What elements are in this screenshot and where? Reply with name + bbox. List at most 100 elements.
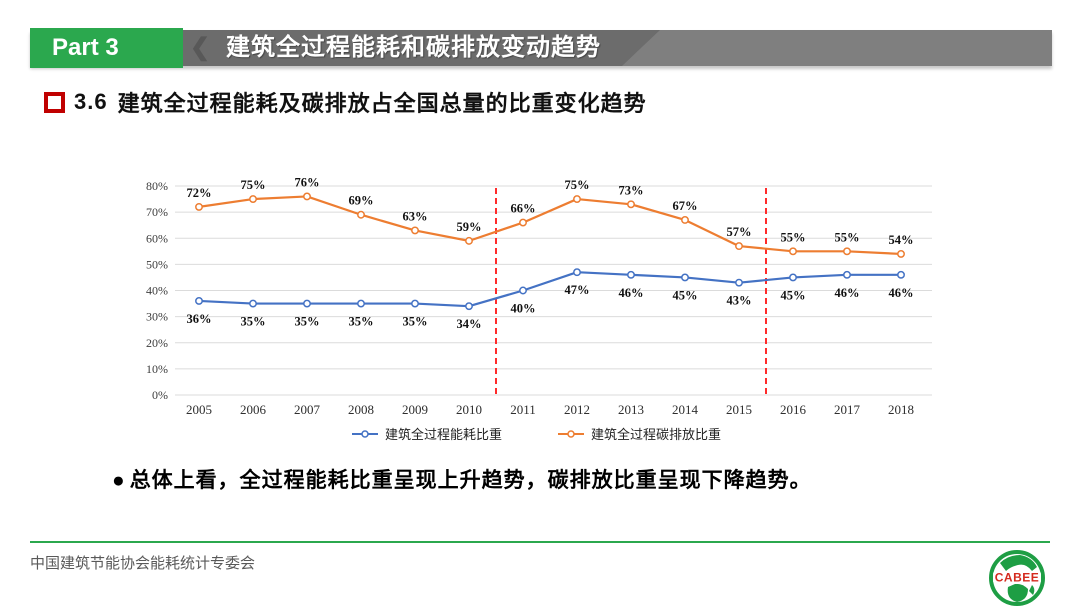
footer-divider (30, 541, 1050, 543)
x-tick-label: 2017 (834, 402, 861, 417)
series-0-marker (789, 273, 797, 282)
series-1-line (198, 195, 902, 256)
series-0-marker (411, 299, 419, 308)
series-0-data-label: 46% (619, 286, 644, 300)
series-0-data-label: 36% (187, 312, 212, 326)
series-1-data-label: 59% (457, 220, 482, 234)
series-1-data-label: 73% (619, 183, 644, 197)
series-0-marker (195, 297, 203, 305)
series-0-data-label: 35% (403, 315, 428, 329)
series-1-marker (735, 242, 743, 251)
chevron-left-icon: ❮ (190, 34, 211, 61)
series-0-data-label: 35% (241, 315, 266, 329)
header-bar: ❮ 建筑全过程能耗和碳排放变动趋势 Part 3 (30, 28, 1052, 68)
cabee-logo: CABEE (989, 550, 1045, 606)
legend-marker (567, 430, 575, 438)
series-1-data-label: 55% (835, 230, 860, 244)
series-1-data-label: 75% (241, 178, 266, 192)
series-0-marker (303, 299, 311, 308)
series-0-marker (519, 286, 527, 295)
x-tick-label: 2014 (672, 402, 699, 417)
series-0-marker (843, 270, 851, 279)
series-1-marker (465, 236, 473, 245)
series-0-data-label: 34% (457, 317, 482, 331)
series-1-marker (789, 247, 797, 256)
series-0-marker (249, 299, 257, 308)
series-1-data-label: 54% (889, 233, 914, 247)
y-tick-label: 40% (146, 284, 168, 298)
series-1-data-label: 66% (511, 202, 536, 216)
header-title: 建筑全过程能耗和碳排放变动趋势 (226, 34, 601, 61)
x-tick-label: 2007 (294, 402, 321, 417)
x-tick-label: 2016 (780, 402, 807, 417)
series-1-data-label: 67% (673, 199, 698, 213)
series-1-marker (519, 218, 527, 227)
series-0-marker (897, 270, 905, 279)
series-1-data-label: 69% (349, 194, 374, 208)
series-0-data-label: 47% (565, 283, 590, 297)
x-tick-label: 2018 (888, 402, 914, 417)
line-chart: 0%10%20%30%40%50%60%70%80%2005 2006 2007 20… (146, 175, 932, 442)
legend-label: 建筑全过程碳排放比重 (591, 427, 721, 442)
series-0-data-label: 40% (511, 302, 536, 316)
series-0-line (198, 271, 901, 308)
y-gridlines (175, 185, 932, 396)
x-tick-labels: 2005 2006 2007 2008 2009 2010 2011 2012 2013 2014… (186, 402, 914, 417)
header-accent-band (180, 30, 660, 66)
summary-line: ● 总体上看，全过程能耗比重呈现上升趋势，碳排放比重呈现下降趋势。 (112, 464, 812, 494)
series-0-data-label: 45% (781, 288, 806, 302)
x-tick-label: 2008 (348, 402, 374, 417)
globe-continent-small (1029, 585, 1035, 595)
y-tick-labels: 0% 10% 20% 30% 40% 50% 60% 70% 80% (146, 179, 168, 402)
y-tick-label: 70% (146, 205, 168, 219)
legend: 建筑全过程能耗比重 建筑全过程碳排放比重 (352, 427, 721, 442)
series-1-marker (897, 249, 905, 258)
y-tick-label: 10% (146, 362, 168, 376)
y-tick-label: 50% (146, 257, 168, 271)
divider-lines (495, 188, 767, 395)
series-1-marker (411, 226, 419, 235)
series-1-marker (357, 210, 365, 219)
legend-label: 建筑全过程能耗比重 (385, 427, 502, 442)
series-1-marker (843, 247, 851, 256)
footer-organization: 中国建筑节能协会能耗统计专委会 (30, 555, 256, 572)
series-1-marker (195, 202, 203, 211)
series-1-data-label: 57% (727, 225, 752, 239)
y-tick-label: 60% (146, 231, 168, 245)
series-0-marker (681, 273, 689, 282)
logo-text: CABEE (995, 571, 1040, 585)
x-tick-label: 2012 (564, 402, 590, 417)
series-0-data-label: 35% (349, 315, 374, 329)
series-0-marker (465, 302, 473, 311)
y-tick-label: 0% (152, 388, 168, 402)
y-tick-label: 30% (146, 310, 168, 324)
red-square-bullet-icon (44, 91, 65, 113)
series-1-data-label: 55% (781, 230, 806, 244)
series-0-data-label: 45% (673, 288, 698, 302)
series-1-marker (627, 200, 635, 209)
series-0: 36% 35% 35% 35% 35% 34% 40% 47% 46% 45% 43% 45% 46% 4… (187, 268, 914, 331)
bullet-icon: ● (112, 468, 126, 492)
series-1-data-label: 75% (565, 178, 590, 192)
globe-continent-north (1000, 555, 1037, 571)
x-tick-label: 2009 (402, 402, 428, 417)
series-1-data-label: 72% (187, 186, 212, 200)
section-number: 3.6 (74, 89, 108, 114)
series-1-data-label: 76% (295, 175, 320, 189)
series-0-data-label: 35% (295, 315, 320, 329)
x-tick-label: 2015 (726, 402, 752, 417)
series-1-data-label: 63% (403, 209, 428, 223)
series-0-marker (627, 270, 635, 279)
series-0-marker (735, 278, 743, 287)
x-tick-label: 2011 (510, 402, 536, 417)
series-0-marker (357, 299, 365, 308)
summary-text: 总体上看，全过程能耗比重呈现上升趋势，碳排放比重呈现下降趋势。 (129, 468, 812, 492)
part-label: Part 3 (30, 28, 183, 68)
series-1-marker (303, 192, 311, 201)
series-0-marker (573, 268, 581, 277)
series-0-data-label: 43% (727, 294, 752, 308)
series-0-data-label: 46% (835, 286, 860, 300)
section-title: 建筑全过程能耗及碳排放占全国总量的比重变化趋势 (117, 91, 647, 116)
x-tick-label: 2005 (186, 402, 212, 417)
